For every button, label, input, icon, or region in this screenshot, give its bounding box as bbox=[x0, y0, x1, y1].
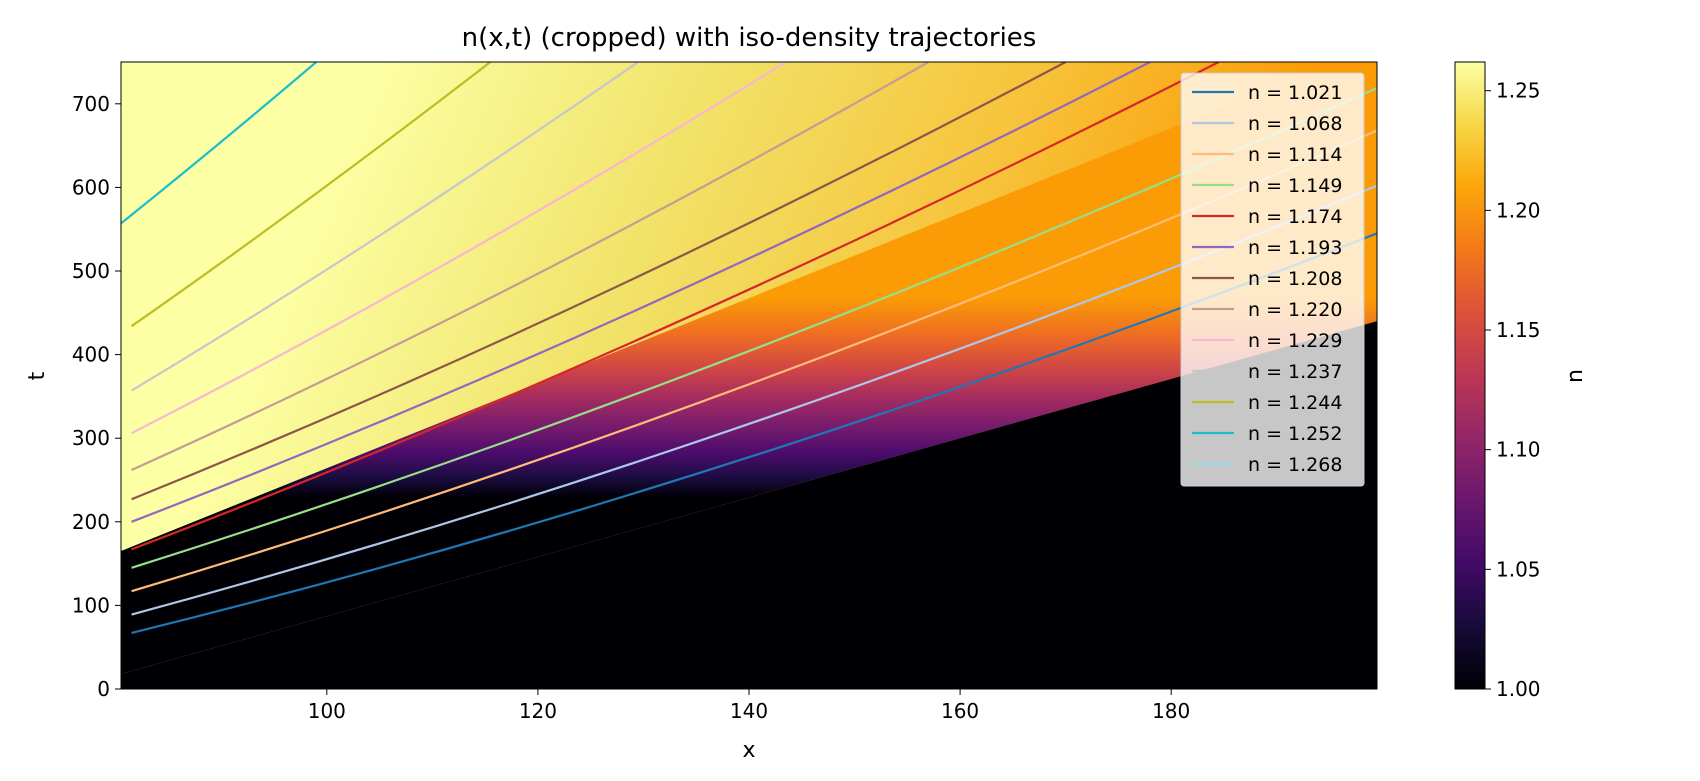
y-axis-label: t bbox=[25, 371, 50, 380]
x-tick-label: 120 bbox=[519, 699, 557, 723]
y-tick-label: 500 bbox=[72, 259, 110, 283]
iso-line-5 bbox=[131, 62, 1151, 523]
iso-line-8 bbox=[131, 62, 787, 435]
y-tick-label: 100 bbox=[72, 593, 110, 617]
legend-label: n = 1.149 bbox=[1248, 175, 1342, 197]
legend-label: n = 1.193 bbox=[1248, 237, 1342, 259]
heatmap-plot bbox=[120, 61, 1378, 690]
y-tick-label: 200 bbox=[72, 510, 110, 534]
y-tick-label: 400 bbox=[72, 343, 110, 367]
colorbar-gradient bbox=[1454, 61, 1486, 690]
iso-line-9 bbox=[130, 62, 639, 392]
iso-density-lines bbox=[121, 62, 1377, 635]
y-tick-label: 300 bbox=[72, 426, 110, 450]
legend-label: n = 1.252 bbox=[1248, 423, 1342, 445]
x-tick-label: 140 bbox=[730, 699, 768, 723]
heatmap-lower-region bbox=[121, 321, 1377, 689]
x-tick-label: 160 bbox=[941, 699, 979, 723]
colorbar-tick-label: 1.00 bbox=[1496, 677, 1541, 701]
legend-box bbox=[1180, 72, 1365, 487]
x-tick-label: 100 bbox=[308, 699, 346, 723]
legend-label: n = 1.208 bbox=[1248, 268, 1342, 290]
legend-label: n = 1.268 bbox=[1248, 454, 1342, 476]
y-tick-label: 700 bbox=[72, 92, 110, 116]
y-tick-label: 0 bbox=[97, 677, 110, 701]
colorbar-tick-label: 1.20 bbox=[1496, 198, 1541, 222]
legend-label: n = 1.114 bbox=[1248, 144, 1342, 166]
iso-line-10 bbox=[130, 62, 492, 328]
colorbar-tick-label: 1.15 bbox=[1496, 318, 1541, 342]
legend-label: n = 1.244 bbox=[1248, 392, 1342, 414]
iso-line-7 bbox=[131, 62, 929, 471]
colorbar-ticks: 1.00 1.05 1.10 1.15 1.20 1.25 bbox=[1485, 79, 1541, 701]
colorbar-label: n bbox=[1563, 369, 1588, 383]
legend-label: n = 1.220 bbox=[1248, 299, 1342, 321]
x-axis-label: x bbox=[742, 738, 755, 763]
iso-line-4 bbox=[131, 62, 1220, 551]
legend-label: n = 1.229 bbox=[1248, 330, 1342, 352]
y-axis-ticks: 0 100 200 300 400 500 600 700 bbox=[72, 92, 121, 701]
heatmap-transition-band bbox=[121, 62, 1377, 674]
iso-line-11 bbox=[121, 62, 317, 225]
legend: n = 1.021 n = 1.068 n = 1.114 n = 1.149 n = … bbox=[1180, 72, 1365, 487]
iso-line-6 bbox=[131, 62, 1067, 501]
colorbar-tick-label: 1.25 bbox=[1496, 79, 1541, 103]
colorbar-tick-label: 1.05 bbox=[1496, 557, 1541, 581]
legend-label: n = 1.021 bbox=[1248, 82, 1342, 104]
legend-label: n = 1.068 bbox=[1248, 113, 1342, 135]
y-tick-label: 600 bbox=[72, 175, 110, 199]
colorbar: 1.00 1.05 1.10 1.15 1.20 1.25 n bbox=[1454, 61, 1588, 701]
x-axis-ticks: 100 120 140 160 180 bbox=[308, 689, 1190, 723]
colorbar-tick-label: 1.10 bbox=[1496, 438, 1541, 462]
legend-label: n = 1.174 bbox=[1248, 206, 1342, 228]
legend-label: n = 1.237 bbox=[1248, 361, 1342, 383]
chart-title: n(x,t) (cropped) with iso-density trajec… bbox=[462, 23, 1037, 53]
x-tick-label: 180 bbox=[1152, 699, 1190, 723]
